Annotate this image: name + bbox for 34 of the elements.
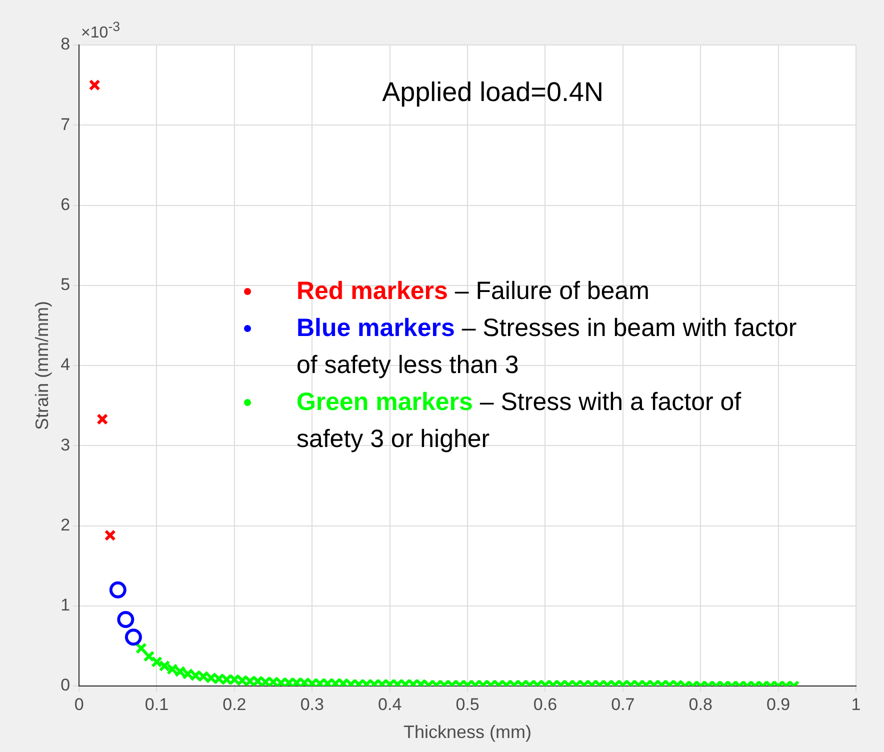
y-tick-label: 0 — [60, 676, 70, 695]
y-tick-label: 2 — [60, 515, 70, 534]
text: ×10$^{-3}$ — [81, 19, 120, 42]
legend-label: Green markers — [296, 388, 473, 416]
x-axis-title: Thickness (mm) — [404, 722, 532, 742]
point — [96, 413, 108, 425]
x-tick-label: 0.4 — [378, 694, 402, 714]
x-tick-label: 0.3 — [300, 694, 324, 714]
x-tick-label: 0 — [74, 694, 84, 714]
x-tick-label: 0.8 — [688, 694, 712, 714]
annotation: Applied load=0.4N — [382, 77, 604, 108]
y-tick-label: 7 — [60, 114, 70, 134]
point — [109, 581, 126, 598]
point — [124, 628, 142, 646]
point — [88, 79, 100, 91]
x-tick-label: 0.7 — [611, 694, 635, 714]
x-tick-label: 0.1 — [144, 694, 169, 714]
x-tick-label: 0.9 — [766, 694, 790, 714]
y-axis-title: Strain (mm/mm) — [32, 301, 52, 430]
y-tick-label: 1 — [60, 596, 70, 615]
x-tick-label: 0.5 — [456, 694, 480, 714]
legend-label: Red markers — [296, 276, 448, 305]
y-tick-label: 8 — [60, 34, 70, 54]
y-tick-label: 5 — [60, 275, 70, 294]
annotation: – Failure of beam — [454, 276, 650, 305]
y-tick-label: 6 — [60, 194, 70, 214]
x-tick-label: 0.2 — [222, 694, 246, 714]
point — [104, 530, 116, 542]
x-tick-label: 0.6 — [533, 694, 558, 714]
x-tick-label: 1 — [851, 694, 861, 714]
legend-label: Blue markers — [296, 314, 455, 342]
y-tick-label: 3 — [60, 435, 70, 454]
y-tick-label: 4 — [60, 355, 70, 374]
point — [117, 610, 134, 628]
